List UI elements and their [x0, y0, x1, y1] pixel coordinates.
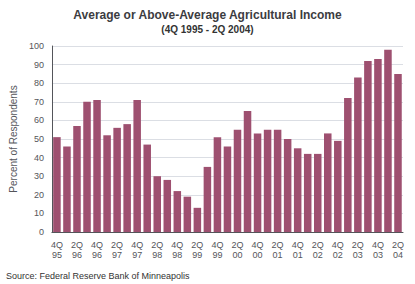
svg-text:2Q: 2Q [71, 240, 83, 250]
svg-text:50: 50 [34, 134, 44, 144]
svg-text:97: 97 [112, 250, 122, 260]
svg-text:03: 03 [353, 250, 363, 260]
svg-text:0: 0 [39, 227, 44, 237]
svg-text:00: 00 [232, 250, 242, 260]
svg-text:4Q: 4Q [171, 240, 183, 250]
svg-text:96: 96 [92, 250, 102, 260]
svg-text:01: 01 [293, 250, 303, 260]
svg-text:4Q: 4Q [292, 240, 304, 250]
svg-text:100: 100 [29, 41, 44, 51]
svg-text:2Q: 2Q [231, 240, 243, 250]
svg-text:60: 60 [34, 115, 44, 125]
svg-text:04: 04 [393, 250, 403, 260]
svg-text:2Q: 2Q [272, 240, 284, 250]
svg-text:(4Q 1995 - 2Q 2004): (4Q 1995 - 2Q 2004) [161, 24, 253, 35]
svg-text:Source: Federal Reserve Bank o: Source: Federal Reserve Bank of Minneapo… [6, 271, 190, 281]
svg-text:Percent of Respondents: Percent of Respondents [8, 85, 19, 192]
svg-text:02: 02 [313, 250, 323, 260]
svg-text:96: 96 [72, 250, 82, 260]
svg-text:4Q: 4Q [131, 240, 143, 250]
svg-text:2Q: 2Q [352, 240, 364, 250]
svg-text:95: 95 [52, 250, 62, 260]
svg-text:20: 20 [34, 190, 44, 200]
svg-text:Average or Above-Average Agric: Average or Above-Average Agricultural In… [73, 8, 342, 22]
svg-text:80: 80 [34, 78, 44, 88]
svg-text:2Q: 2Q [111, 240, 123, 250]
svg-text:2Q: 2Q [191, 240, 203, 250]
svg-text:4Q: 4Q [372, 240, 384, 250]
svg-text:40: 40 [34, 153, 44, 163]
svg-text:00: 00 [253, 250, 263, 260]
svg-text:4Q: 4Q [252, 240, 264, 250]
svg-text:99: 99 [212, 250, 222, 260]
svg-text:2Q: 2Q [312, 240, 324, 250]
svg-text:70: 70 [34, 97, 44, 107]
svg-text:90: 90 [34, 60, 44, 70]
svg-text:30: 30 [34, 171, 44, 181]
svg-text:4Q: 4Q [51, 240, 63, 250]
svg-text:4Q: 4Q [211, 240, 223, 250]
svg-text:10: 10 [34, 208, 44, 218]
svg-text:03: 03 [373, 250, 383, 260]
svg-text:98: 98 [172, 250, 182, 260]
svg-text:98: 98 [152, 250, 162, 260]
svg-text:2Q: 2Q [392, 240, 404, 250]
svg-text:4Q: 4Q [91, 240, 103, 250]
svg-text:97: 97 [132, 250, 142, 260]
svg-text:4Q: 4Q [332, 240, 344, 250]
svg-text:02: 02 [333, 250, 343, 260]
svg-text:01: 01 [273, 250, 283, 260]
svg-text:2Q: 2Q [151, 240, 163, 250]
svg-text:99: 99 [192, 250, 202, 260]
